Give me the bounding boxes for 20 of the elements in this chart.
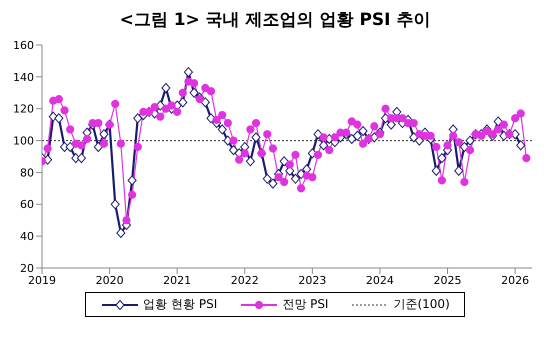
- legend-label: 기준(100): [393, 296, 450, 313]
- x-tick-label: 2025: [434, 274, 462, 287]
- x-tick-label: 2022: [230, 274, 259, 287]
- x-tick-label: 2021: [163, 274, 192, 287]
- x-tick-label: 2020: [96, 274, 124, 287]
- y-tick-label: 120: [13, 102, 34, 116]
- legend-label: 전망 PSI: [282, 296, 328, 313]
- y-tick-label: 100: [13, 134, 34, 148]
- x-tick-label: 2026: [501, 274, 530, 287]
- y-tick-label: 60: [20, 198, 34, 212]
- x-tick-label: 2019: [28, 274, 56, 287]
- x-tick-label: 2024: [366, 274, 394, 287]
- y-tick-label: 20: [20, 262, 34, 275]
- y-tick-label: 40: [20, 230, 34, 244]
- chart-title: <그림 1> 국내 제조업의 업황 PSI 추이: [118, 9, 432, 31]
- y-tick-label: 80: [20, 166, 34, 180]
- legend-label: 업황 현황 PSI: [143, 296, 218, 313]
- x-tick-label: 2023: [298, 274, 326, 287]
- y-tick-label: 140: [13, 70, 34, 84]
- y-tick-label: 160: [13, 38, 34, 52]
